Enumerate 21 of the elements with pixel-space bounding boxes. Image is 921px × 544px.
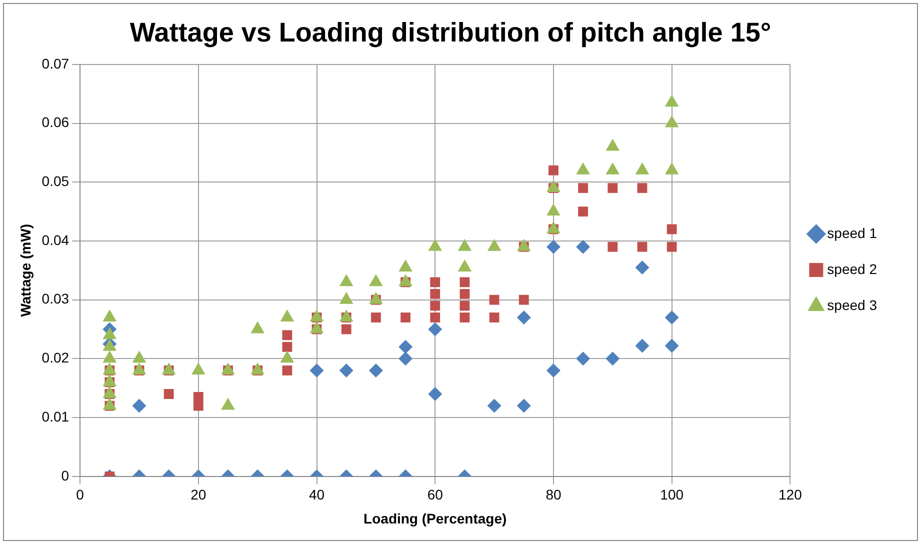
x-tick-label: 100 (660, 486, 684, 503)
x-tick-label: 0 (76, 486, 84, 503)
y-tick-label: 0.07 (42, 55, 70, 72)
y-tick-label: 0.01 (42, 408, 70, 424)
x-tick-label: 60 (427, 486, 444, 503)
y-tick-label: 0.06 (42, 114, 70, 130)
x-tick-label: 80 (546, 486, 562, 503)
y-axis-title: Wattage (mW) (17, 224, 34, 317)
y-tick-label: 0 (61, 467, 70, 484)
legend-label: speed 1 (827, 224, 878, 241)
x-tick-label: 120 (778, 486, 802, 503)
x-tick-label: 40 (308, 486, 325, 503)
x-axis-title: Loading (Percentage) (364, 510, 507, 526)
chart-title: Wattage vs Loading distribution of pitch angle 15° (130, 18, 772, 48)
y-tick-label: 0.04 (42, 232, 70, 248)
legend-label: speed 2 (827, 260, 878, 277)
legend-label: speed 3 (827, 296, 878, 313)
x-tick-label: 20 (190, 486, 206, 503)
y-tick-label: 0.02 (42, 350, 70, 366)
y-tick-label: 0.03 (42, 290, 70, 307)
y-tick-label: 0.05 (42, 172, 70, 189)
